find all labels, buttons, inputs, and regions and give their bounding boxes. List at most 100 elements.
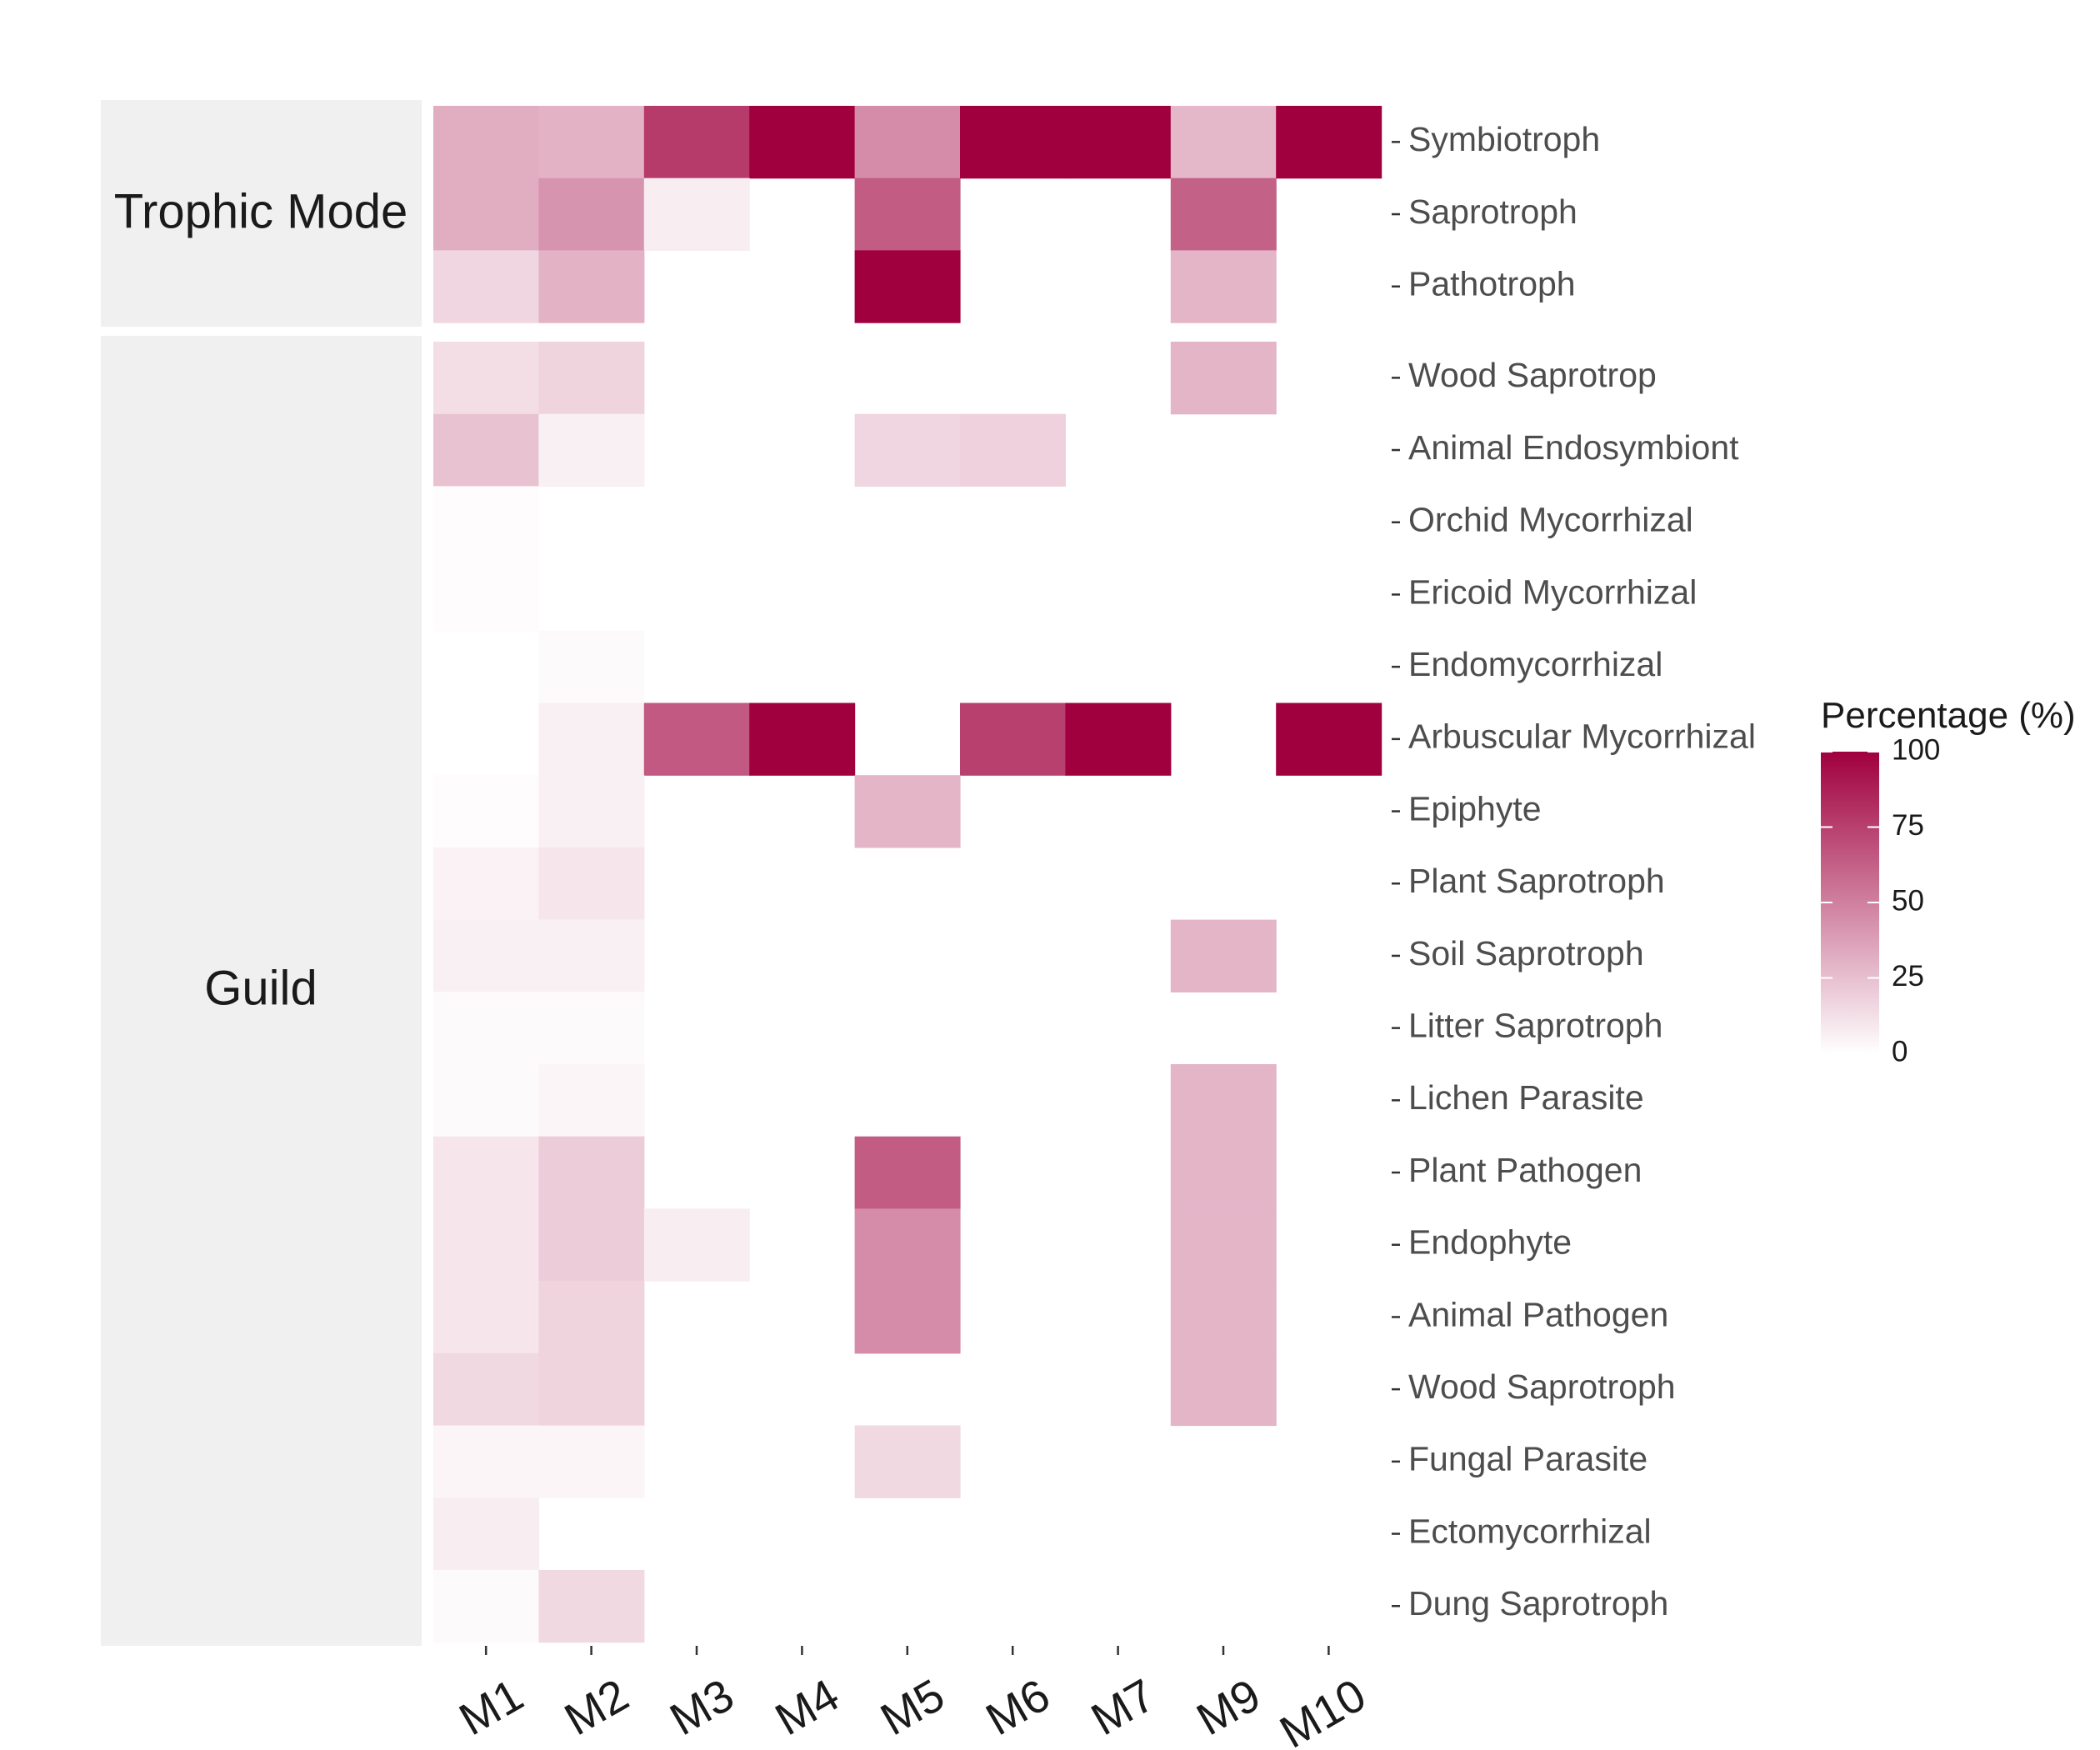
row-label-saprotroph: Saprotroph <box>1408 192 1578 231</box>
heatmap-cell-litter-saprotroph-m1 <box>433 992 539 1065</box>
heatmap-cell-soil-saprotroph-m1 <box>433 919 539 992</box>
heatmap-cell-animal-pathogen-m5 <box>854 1281 961 1354</box>
row-label-ectomycorrhizal: Ectomycorrhizal <box>1408 1512 1652 1550</box>
heatmap-cell-saprotroph-m9 <box>1170 178 1277 251</box>
heatmap-cell-symbiotroph-m7 <box>1065 106 1172 179</box>
heatmap-cell-symbiotroph-m3 <box>643 106 750 179</box>
legend: Percentage (%) 100 75 50 25 0 <box>1821 695 2076 1068</box>
heatmap-cell-symbiotroph-m2 <box>538 106 645 179</box>
row-label-wood-saprotrop: Wood Saprotrop <box>1408 356 1657 394</box>
heatmap-cell-endophyte-m3 <box>643 1208 750 1282</box>
heatmap-cell-symbiotroph-m1 <box>433 106 539 179</box>
col-label-m3: M3 <box>661 1668 742 1745</box>
legend-tick-50: 50 <box>1892 884 1924 917</box>
col-label-m7: M7 <box>1082 1668 1163 1745</box>
heatmap-cell-dung-saprotroph-m2 <box>538 1569 645 1643</box>
heatmap-cell-dung-saprotroph-m1 <box>433 1569 539 1643</box>
col-label-m10: M10 <box>1271 1668 1374 1750</box>
heatmap-cell-fungal-parasite-m2 <box>538 1425 645 1498</box>
heatmap-cell-symbiotroph-m10 <box>1276 106 1382 179</box>
heatmap-cell-arbuscular-mycorrhizal-m4 <box>749 702 856 776</box>
heatmap-cell-animal-pathogen-m2 <box>538 1281 645 1354</box>
row-label-orchid-mycorrhizal: Orchid Mycorrhizal <box>1408 501 1693 539</box>
heatmap-cell-lichen-parasite-m1 <box>433 1064 539 1138</box>
heatmap-cell-endomycorrhizal-m2 <box>538 630 645 704</box>
heatmap-cell-saprotroph-m5 <box>854 178 961 251</box>
col-label-m9: M9 <box>1188 1668 1268 1745</box>
heatmap-cell-wood-saprotrop-m9 <box>1170 342 1277 415</box>
heatmap-cell-litter-saprotroph-m2 <box>538 992 645 1065</box>
row-label-symbiotroph: Symbiotroph <box>1408 120 1600 158</box>
heatmap-cell-saprotroph-m3 <box>643 178 750 251</box>
heatmap-cell-fungal-parasite-m5 <box>854 1425 961 1498</box>
col-label-m1: M1 <box>451 1668 532 1745</box>
heatmap-cell-plant-pathogen-m9 <box>1170 1136 1277 1209</box>
heatmap-cell-plant-saprotroph-m1 <box>433 847 539 921</box>
heatmap-cell-animal-pathogen-m9 <box>1170 1281 1277 1354</box>
heatmap-cell-ericoid-mycorrhizal-m1 <box>433 558 539 632</box>
heatmap-cell-animal-endosymbiont-m1 <box>433 413 539 487</box>
heatmap-cell-animal-endosymbiont-m6 <box>960 413 1066 487</box>
row-label-fungal-parasite: Fungal Parasite <box>1408 1440 1648 1478</box>
heatmap-cell-plant-pathogen-m1 <box>433 1136 539 1209</box>
heatmap-cell-wood-saprotroph-m1 <box>433 1352 539 1427</box>
heatmap-cell-plant-pathogen-m5 <box>854 1136 961 1209</box>
col-label-m4: M4 <box>767 1668 848 1745</box>
col-label-m5: M5 <box>872 1668 952 1745</box>
row-label-animal-pathogen: Animal Pathogen <box>1408 1295 1668 1333</box>
heatmap-cell-epiphyte-m5 <box>854 775 961 848</box>
heatmap-cell-epiphyte-m1 <box>433 775 539 848</box>
column-labels: M1 M2 M3 M4 M5 M6 M7 M9 M10 <box>451 1646 1374 1750</box>
heatmap-cell-symbiotroph-m6 <box>960 106 1066 179</box>
heatmap-cell-pathotroph-m1 <box>433 250 539 323</box>
legend-title: Percentage (%) <box>1821 695 2076 736</box>
heatmap-cell-symbiotroph-m4 <box>749 106 856 179</box>
heatmap-cell-soil-saprotroph-m2 <box>538 919 645 992</box>
strip-trophic-mode <box>101 100 422 327</box>
row-label-animal-endosymbiont: Animal Endosymbiont <box>1408 428 1739 467</box>
heatmap-cell-plant-pathogen-m2 <box>538 1136 645 1209</box>
heatmap-cell-symbiotroph-m5 <box>854 106 961 179</box>
heatmap-cell-lichen-parasite-m2 <box>538 1064 645 1138</box>
heatmap-cell-pathotroph-m5 <box>854 250 961 323</box>
col-label-m2: M2 <box>556 1668 637 1745</box>
col-label-m6: M6 <box>978 1668 1058 1745</box>
heatmap-cells <box>433 106 1382 1643</box>
row-label-plant-saprotroph: Plant Saprotroph <box>1408 862 1665 900</box>
heatmap-cell-arbuscular-mycorrhizal-m7 <box>1065 702 1172 776</box>
legend-ticks: 100 75 50 25 0 <box>1821 733 1940 1068</box>
row-label-ericoid-mycorrhizal: Ericoid Mycorrhizal <box>1408 572 1697 611</box>
row-label-endomycorrhizal: Endomycorrhizal <box>1408 645 1662 683</box>
heatmap-cell-wood-saprotroph-m2 <box>538 1352 645 1427</box>
heatmap-cell-arbuscular-mycorrhizal-m10 <box>1276 702 1382 776</box>
legend-tick-0: 0 <box>1892 1035 1908 1068</box>
heatmap-cell-orchid-mycorrhizal-m1 <box>433 486 539 559</box>
legend-tick-75: 75 <box>1892 809 1924 842</box>
heatmap-cell-arbuscular-mycorrhizal-m2 <box>538 702 645 776</box>
heatmap-cell-endophyte-m9 <box>1170 1208 1277 1282</box>
row-label-dung-saprotroph: Dung Saprotroph <box>1408 1584 1668 1622</box>
strip-label-trophic-mode: Trophic Mode <box>114 184 408 238</box>
heatmap-cell-pathotroph-m2 <box>538 250 645 323</box>
legend-tick-100: 100 <box>1892 733 1940 766</box>
row-label-epiphyte: Epiphyte <box>1408 789 1542 828</box>
heatmap-cell-saprotroph-m2 <box>538 178 645 251</box>
heatmap-cell-soil-saprotroph-m9 <box>1170 919 1277 992</box>
heatmap-cell-pathotroph-m9 <box>1170 250 1277 323</box>
row-label-wood-saprotroph: Wood Saprotroph <box>1408 1368 1676 1406</box>
heatmap-cell-plant-saprotroph-m2 <box>538 847 645 921</box>
heatmap-cell-animal-pathogen-m1 <box>433 1281 539 1354</box>
heatmap-cell-symbiotroph-m9 <box>1170 106 1277 179</box>
heatmap-cell-animal-endosymbiont-m2 <box>538 413 645 487</box>
strip-label-guild: Guild <box>204 961 317 1015</box>
heatmap-cell-arbuscular-mycorrhizal-m3 <box>643 702 750 776</box>
heatmap-cell-saprotroph-m1 <box>433 178 539 251</box>
heatmap-cell-epiphyte-m2 <box>538 775 645 848</box>
row-label-litter-saprotroph: Litter Saprotroph <box>1408 1006 1662 1044</box>
heatmap-cell-animal-endosymbiont-m5 <box>854 413 961 487</box>
heatmap-cell-wood-saprotrop-m1 <box>433 342 539 415</box>
row-label-endophyte: Endophyte <box>1408 1223 1572 1262</box>
heatmap-cell-lichen-parasite-m9 <box>1170 1064 1277 1138</box>
heatmap-cell-wood-saprotroph-m9 <box>1170 1352 1277 1427</box>
